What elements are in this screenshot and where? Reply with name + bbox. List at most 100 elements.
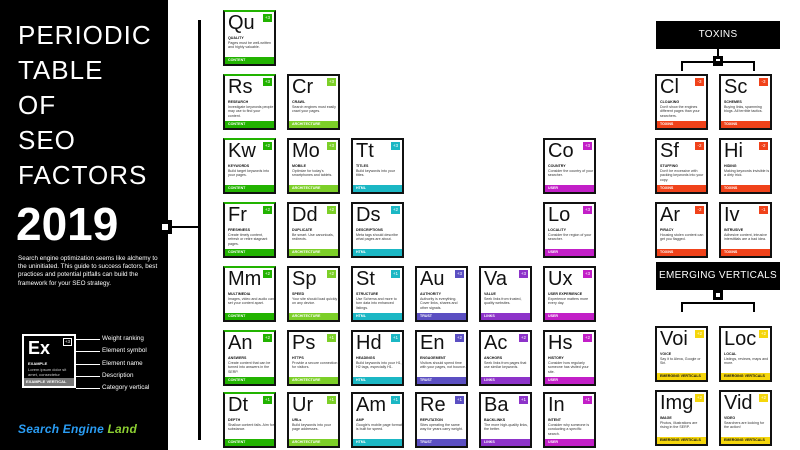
element-tile-st[interactable]: St +1 STRUCTURE Use Schema and more to turn… xyxy=(351,266,404,322)
element-name: URLs xyxy=(292,418,302,422)
element-symbol: Va xyxy=(484,268,507,290)
element-tile-re[interactable]: Re +1 REPUTATION Sites operating the same w… xyxy=(415,392,468,448)
element-description: Don't be excessive with packing keywords… xyxy=(660,169,704,182)
weight-ranking: +2 xyxy=(263,334,272,342)
element-name: LOCALITY xyxy=(548,228,566,232)
element-tile-iv[interactable]: Iv -1 INTRUSIVE Adhesive content, intrusive… xyxy=(719,202,772,258)
category-vertical: EMERGING VERTICALS xyxy=(721,373,770,380)
element-name: KEYWORDS xyxy=(228,164,250,168)
element-tile-rs[interactable]: Rs +3 RESEARCH Investigate keywords people … xyxy=(223,74,276,130)
element-tile-qu[interactable]: Qu +3 QUALITY Pages must be well-written an… xyxy=(223,10,276,66)
element-name: RESEARCH xyxy=(228,100,249,104)
element-name: AMP xyxy=(356,418,364,422)
element-tile-fr[interactable]: Fr +2 FRESHNESS Create timely content, refr… xyxy=(223,202,276,258)
element-description: Photos, illustrations are rising in the … xyxy=(660,421,698,430)
element-symbol: Dd xyxy=(292,204,318,226)
category-vertical: USER xyxy=(545,313,594,320)
element-description: Seek links from pages that use similar k… xyxy=(484,361,527,370)
legend-line xyxy=(76,351,100,352)
element-tile-sc[interactable]: Sc -3 SCHEMES Buying links, spamming blogs.… xyxy=(719,74,772,130)
element-tile-mo[interactable]: Mo +3 MOBILE Optimize for today's smartphon… xyxy=(287,138,340,194)
element-tile-dt[interactable]: Dt +1 DEPTH Shallow content fails. Aim for … xyxy=(223,392,276,448)
element-name: AUTHORITY xyxy=(420,292,441,296)
element-tile-ds[interactable]: Ds +2 DESCRIPTIONS Meta tags should describ… xyxy=(351,202,404,258)
element-tile-ux[interactable]: Ux +3 USER EXPERIENCE Experience matters mo… xyxy=(543,266,596,322)
weight-ranking: +2 xyxy=(263,142,272,150)
category-vertical: HTML xyxy=(353,377,402,384)
category-vertical: EMERGING VERTICALS xyxy=(657,437,706,444)
year: 2019 xyxy=(16,198,119,250)
element-tile-dd[interactable]: Dd +2 DUPLICATE Be smart. Use canonicals, r… xyxy=(287,202,340,258)
element-tile-hs[interactable]: Hs +2 HISTORY Consider how regularly someon… xyxy=(543,330,596,386)
weight-ranking: +2 xyxy=(263,270,272,278)
element-description: Pages must be well-written and highly va… xyxy=(228,41,271,50)
element-symbol: Kw xyxy=(228,140,256,162)
element-tile-cr[interactable]: Cr +3 CRAWL Search engines must easily craw… xyxy=(287,74,340,130)
element-tile-hd[interactable]: Hd +1 HEADINGS Build keywords into your H1,… xyxy=(351,330,404,386)
weight-ranking: +1 xyxy=(327,396,336,404)
category-vertical: USER xyxy=(545,439,594,446)
element-description: Provide a secure connection for visitors… xyxy=(292,361,338,370)
element-description: Experience matters more every day. xyxy=(548,297,589,306)
element-name: CLOAKING xyxy=(660,100,680,104)
element-symbol: In xyxy=(548,394,565,416)
element-tile-loc[interactable]: Loc +2 LOCAL Listings, reviews, maps and mo… xyxy=(719,326,772,382)
element-description: Be smart. Use canonicals, redirects. xyxy=(292,233,334,242)
element-description: Visitors should spend time with your pag… xyxy=(420,361,466,370)
emerging-knot xyxy=(713,290,723,300)
element-tile-co[interactable]: Co +3 COUNTRY Consider the country of your … xyxy=(543,138,596,194)
element-name: PIRACY xyxy=(660,228,674,232)
element-tile-am[interactable]: Am +1 AMP Google's mobile page format is bu… xyxy=(351,392,404,448)
element-tile-sp[interactable]: Sp +2 SPEED Your site should load quickly o… xyxy=(287,266,340,322)
weight-ranking: +1 xyxy=(391,270,400,278)
title-line-3: OF xyxy=(18,90,57,120)
element-name: DUPLICATE xyxy=(292,228,313,232)
element-tile-voi[interactable]: Voi +2 VOICE Say it to Alexa, Google or Sir… xyxy=(655,326,708,382)
weight-ranking: +3 xyxy=(391,142,400,150)
category-vertical: TRUST xyxy=(417,377,466,384)
weight-ranking: +2 xyxy=(759,330,768,338)
element-tile-mm[interactable]: Mm +2 MULTIMEDIA Images, video and audio ca… xyxy=(223,266,276,322)
element-tile-cl[interactable]: Cl -3 CLOAKING Don't show the engines diffe… xyxy=(655,74,708,130)
weight-ranking: +2 xyxy=(583,334,592,342)
element-symbol: Lo xyxy=(548,204,571,226)
brand-logo[interactable]: Search Engine Land xyxy=(18,422,137,436)
element-tile-lo[interactable]: Lo +3 LOCALITY Consider the region of your … xyxy=(543,202,596,258)
element-tile-sf[interactable]: Sf -2 STUFFING Don't be excessive with pack… xyxy=(655,138,708,194)
element-description: Listings, reviews, maps and more. xyxy=(724,357,769,366)
weight-ranking: +3 xyxy=(263,14,272,22)
element-tile-en[interactable]: En +2 ENGAGEMENT Visitors should spend time… xyxy=(415,330,468,386)
element-tile-ps[interactable]: Ps +1 HTTPS Provide a secure connection for… xyxy=(287,330,340,386)
element-description: Searchers are looking for the action! xyxy=(724,421,765,430)
element-tile-img[interactable]: Img +2 IMAGE Photos, illustrations are risi… xyxy=(655,390,708,446)
element-tile-in[interactable]: In +1 INTENT Consider why someone is conduc… xyxy=(543,392,596,448)
element-symbol: Ux xyxy=(548,268,573,290)
title-line-2: TABLE xyxy=(18,55,104,85)
weight-ranking: +2 xyxy=(327,206,336,214)
element-description: Consider how regularly someone has visit… xyxy=(548,361,589,374)
element-description: The more high-quality links, the better. xyxy=(484,423,528,432)
element-name: LOCAL xyxy=(724,352,737,356)
element-description: Consider the region of your searcher. xyxy=(548,233,592,242)
element-symbol: Img xyxy=(660,392,694,414)
element-tile-va[interactable]: Va +3 VALUE Seek links from trusted, qualit… xyxy=(479,266,532,322)
element-name: BACKLINKS xyxy=(484,418,506,422)
element-description: Create content that can be turned into a… xyxy=(228,361,271,374)
element-tile-hi[interactable]: Hi -2 HIDING Making keywords invisible is a… xyxy=(719,138,772,194)
element-description: Buying links, spamming blogs. All terrib… xyxy=(724,105,763,114)
element-tile-vid[interactable]: Vid +2 VIDEO Searchers are looking for the … xyxy=(719,390,772,446)
element-tile-ar[interactable]: Ar -2 PIRACY Housing stolen content can get… xyxy=(655,202,708,258)
legend-line xyxy=(76,388,100,389)
element-name: VALUE xyxy=(484,292,496,296)
legend-label-category: Category vertical xyxy=(102,384,150,391)
element-tile-au[interactable]: Au +3 AUTHORITY Authority is everything. Co… xyxy=(415,266,468,322)
category-vertical: TOXINS xyxy=(657,249,706,256)
element-tile-ur[interactable]: Ur +1 URLs Build keywords into your page ad… xyxy=(287,392,340,448)
category-vertical: CONTENT xyxy=(225,57,274,64)
category-vertical: USER xyxy=(545,185,594,192)
element-tile-ac[interactable]: Ac +2 ANCHORS Seek links from pages that us… xyxy=(479,330,532,386)
element-tile-ba[interactable]: Ba +1 BACKLINKS The more high-quality links… xyxy=(479,392,532,448)
element-tile-tt[interactable]: Tt +3 TITLES Build keywords into your title… xyxy=(351,138,404,194)
element-tile-kw[interactable]: Kw +2 KEYWORDS Build target keywords into y… xyxy=(223,138,276,194)
element-tile-an[interactable]: An +2 ANSWERS Create content that can be tu… xyxy=(223,330,276,386)
